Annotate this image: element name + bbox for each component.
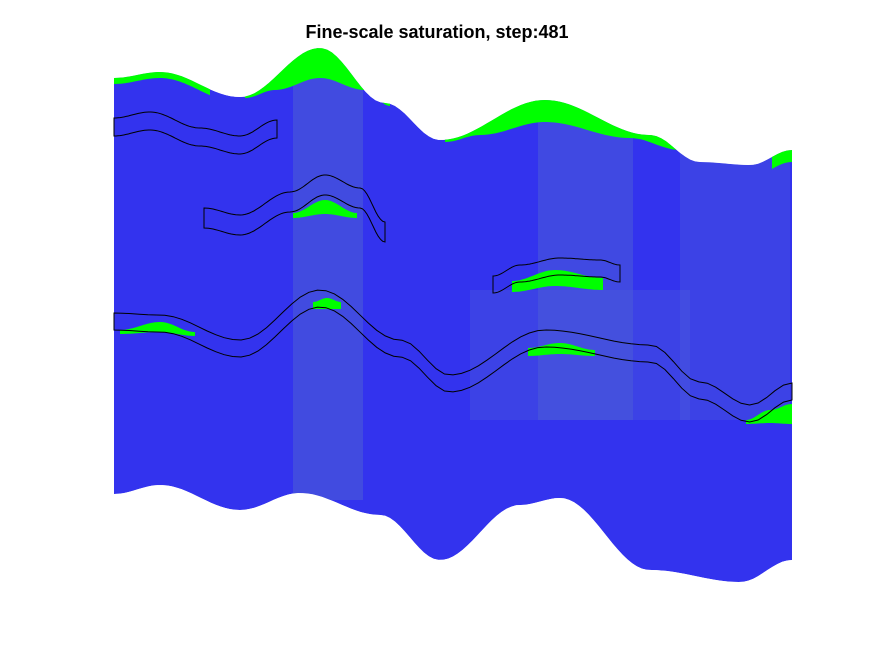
- gas-under-seal-3-left: [120, 322, 195, 336]
- gas-cap-crest-1: [245, 48, 390, 106]
- seal-layer-3: [113, 289, 793, 423]
- migration-plumes: [293, 60, 790, 500]
- gas-under-seal-3-center: [528, 343, 595, 356]
- plume-column-right: [680, 150, 790, 420]
- reservoir-domain: [114, 48, 792, 583]
- seal-layer-4: [492, 257, 621, 294]
- seal-layer-2: [203, 174, 386, 243]
- gas-under-seal-2: [293, 200, 357, 218]
- seal-layer-1: [113, 111, 278, 155]
- gas-under-seal-3-mid: [313, 298, 341, 309]
- gas-cap-crest-2: [445, 98, 680, 151]
- plume-column-center: [538, 100, 633, 420]
- plume-column-left: [293, 60, 363, 500]
- gas-under-seal-3-right: [746, 404, 792, 424]
- sealing-layers: [113, 111, 793, 423]
- chart-title: Fine-scale saturation, step:481: [305, 22, 568, 42]
